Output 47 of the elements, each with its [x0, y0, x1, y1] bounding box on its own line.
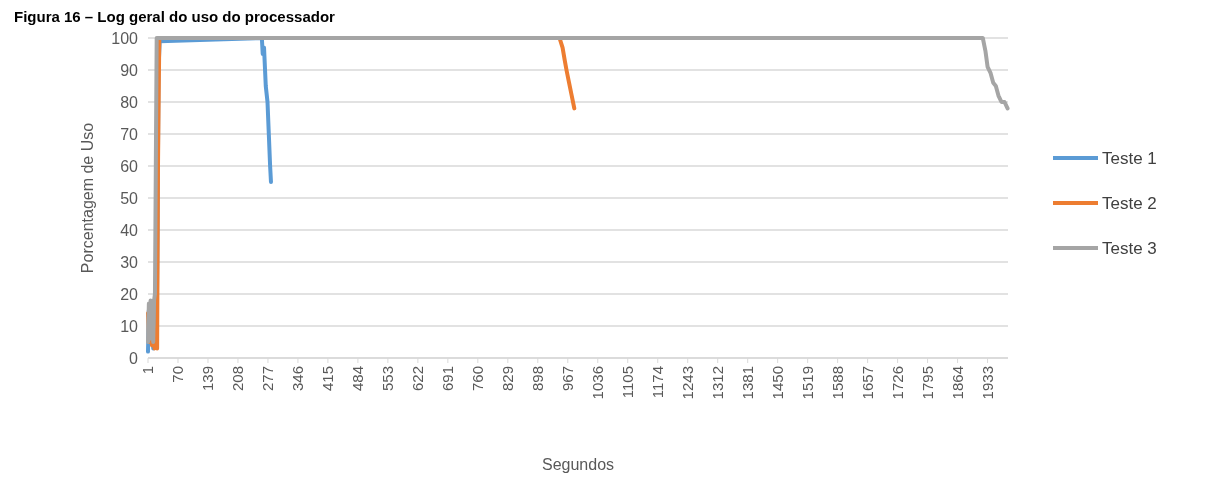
y-tick-label: 40	[120, 221, 139, 239]
x-tick-label: 1588	[828, 366, 846, 400]
x-tick-label: 1864	[948, 366, 966, 400]
y-tick-label: 90	[120, 61, 139, 79]
x-tick-label: 622	[409, 366, 427, 392]
x-tick-label: 1450	[768, 366, 786, 400]
x-tick-label: 1174	[648, 366, 666, 399]
x-tick-label: 1933	[978, 366, 996, 400]
x-tick-label: 208	[229, 366, 247, 392]
x-tick-label: 1381	[738, 366, 756, 400]
x-tick-label: 1	[139, 366, 157, 375]
x-tick-label: 346	[289, 366, 307, 392]
x-tick-label: 967	[559, 366, 577, 392]
x-tick-label: 70	[169, 366, 187, 383]
y-tick-label: 30	[120, 253, 139, 271]
x-tick-label: 898	[529, 366, 547, 392]
legend-label: Teste 1	[1102, 148, 1157, 168]
x-tick-label: 1519	[798, 366, 816, 400]
x-tick-label: 829	[499, 366, 517, 392]
y-tick-label: 60	[120, 157, 139, 175]
y-tick-label: 20	[120, 285, 139, 303]
line-series	[146, 36, 1010, 344]
y-tick-label: 0	[129, 349, 139, 367]
y-axis-title: Porcentagem de Uso	[79, 122, 96, 274]
x-tick-label: 1726	[888, 366, 906, 400]
x-tick-label: 139	[199, 366, 217, 392]
y-tick-label: 70	[120, 125, 139, 143]
chart-title: Figura 16 – Log geral do uso do processador	[14, 8, 336, 25]
x-tick-label: 760	[469, 366, 487, 392]
x-tick-label: 415	[319, 366, 337, 392]
x-tick-label: 484	[349, 366, 367, 392]
x-tick-label: 1036	[589, 366, 607, 400]
x-tick-label: 691	[439, 366, 457, 392]
x-tick-label: 553	[379, 366, 397, 392]
y-tick-label: 80	[120, 93, 139, 111]
x-tick-label: 1795	[918, 366, 936, 400]
x-tick-label: 1105	[619, 366, 637, 399]
x-tick-label: 1243	[678, 366, 696, 400]
y-tick-label: 10	[120, 317, 139, 335]
x-tick-label: 277	[259, 366, 277, 392]
x-axis-title: Segundos	[541, 456, 615, 473]
x-tick-label: 1312	[708, 366, 726, 400]
y-tick-label: 50	[120, 189, 139, 207]
y-tick-label: 100	[111, 29, 139, 47]
x-tick-label: 1657	[858, 366, 876, 400]
legend-label: Teste 3	[1102, 238, 1157, 258]
legend-label: Teste 2	[1102, 193, 1157, 213]
